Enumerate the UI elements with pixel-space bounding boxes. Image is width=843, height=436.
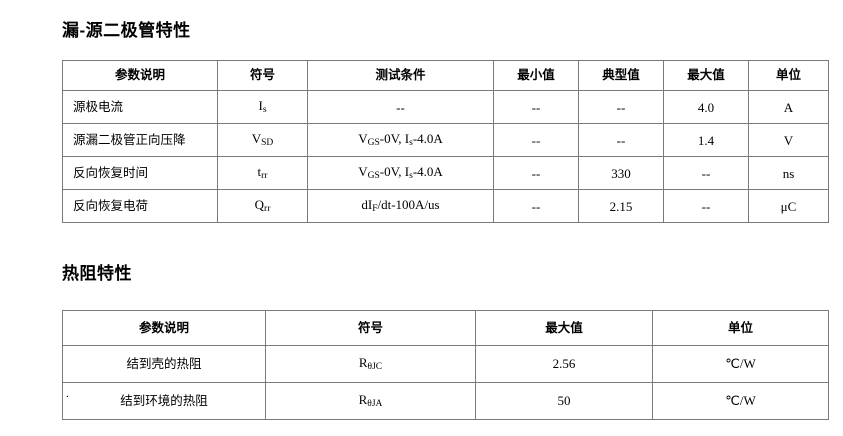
symbol-subscript: rr bbox=[264, 204, 271, 214]
cond-sub-2: s bbox=[409, 138, 413, 148]
table-header-row: 参数说明 符号 测试条件 最小值 典型值 最大值 单位 bbox=[62, 60, 829, 91]
table-header-row: 参数说明 符号 最大值 单位 bbox=[62, 310, 829, 346]
cond-part-1: V bbox=[358, 131, 368, 146]
cell-max: 4.0 bbox=[663, 90, 749, 124]
symbol-subscript: rr bbox=[261, 171, 268, 181]
col-header-max: 最大值 bbox=[663, 60, 749, 91]
table-row: 反向恢复时间 trr VGS-0V, Is-4.0A -- 330 -- ns bbox=[62, 156, 829, 190]
section-title-thermal: 热阻特性 bbox=[62, 264, 132, 283]
cell-typ: -- bbox=[578, 123, 664, 157]
cond-part-3: -4.0A bbox=[412, 131, 443, 146]
col-header-symbol: 符号 bbox=[265, 310, 476, 346]
cond-part-3: -4.0A bbox=[412, 164, 443, 179]
table-row: 结到壳的热阻 RθJC 2.56 ℃/W bbox=[62, 345, 829, 383]
col-header-condition: 测试条件 bbox=[307, 60, 494, 91]
col-header-param: 参数说明 bbox=[62, 310, 266, 346]
symbol-main: R bbox=[358, 355, 368, 370]
cell-typ: 2.15 bbox=[578, 189, 664, 223]
col-header-param: 参数说明 bbox=[62, 60, 218, 91]
cell-param: 反向恢复电荷 bbox=[62, 189, 218, 223]
cell-min: -- bbox=[493, 156, 579, 190]
cell-unit: μC bbox=[748, 189, 829, 223]
cell-symbol: VSD bbox=[217, 123, 308, 157]
cell-symbol: RθJC bbox=[265, 345, 476, 383]
col-header-typ: 典型值 bbox=[578, 60, 664, 91]
col-header-symbol: 符号 bbox=[217, 60, 308, 91]
col-header-min: 最小值 bbox=[493, 60, 579, 91]
cond-sub-1: GS bbox=[367, 171, 380, 181]
cell-min: -- bbox=[493, 90, 579, 124]
cell-min: -- bbox=[493, 189, 579, 223]
cell-max: 1.4 bbox=[663, 123, 749, 157]
cell-typ: -- bbox=[578, 90, 664, 124]
cell-max: -- bbox=[663, 156, 749, 190]
cell-symbol: Qrr bbox=[217, 189, 308, 223]
cond-part-2: /dt-100A/us bbox=[377, 197, 440, 212]
cond-part-2: -0V, I bbox=[379, 131, 410, 146]
cell-param: 源极电流 bbox=[62, 90, 218, 124]
cond-sub-1: F bbox=[372, 204, 378, 214]
symbol-subscript: θJC bbox=[367, 362, 383, 372]
cell-unit: ℃/W bbox=[652, 345, 829, 383]
cell-max: 50 bbox=[475, 382, 653, 420]
symbol-main: V bbox=[251, 131, 262, 146]
symbol-main: t bbox=[257, 164, 262, 179]
col-header-max: 最大值 bbox=[475, 310, 653, 346]
cell-typ: 330 bbox=[578, 156, 664, 190]
cond-part-2: -0V, I bbox=[379, 164, 410, 179]
cell-param: 反向恢复时间 bbox=[62, 156, 218, 190]
symbol-main: Q bbox=[254, 197, 265, 212]
cell-param: 结到环境的热阻 bbox=[62, 382, 266, 420]
cell-symbol: RθJA bbox=[265, 382, 476, 420]
cond-part-1: dI bbox=[361, 197, 373, 212]
cond-sub-2: s bbox=[409, 171, 413, 181]
cell-symbol: Is bbox=[217, 90, 308, 124]
cell-param: 结到壳的热阻 bbox=[62, 345, 266, 383]
cond-part-1: V bbox=[358, 164, 368, 179]
col-header-unit: 单位 bbox=[748, 60, 829, 91]
cell-condition: VGS-0V, Is-4.0A bbox=[307, 156, 494, 190]
table-row: 反向恢复电荷 Qrr dIF/dt-100A/us -- 2.15 -- μC bbox=[62, 189, 829, 223]
cond-sub-1: GS bbox=[367, 138, 380, 148]
section-title-diode: 漏-源二极管特性 bbox=[62, 21, 191, 40]
table-row: 源漏二极管正向压降 VSD VGS-0V, Is-4.0A -- -- 1.4 … bbox=[62, 123, 829, 157]
cell-max: -- bbox=[663, 189, 749, 223]
cell-condition: VGS-0V, Is-4.0A bbox=[307, 123, 494, 157]
col-header-unit: 单位 bbox=[652, 310, 829, 346]
cell-condition: -- bbox=[307, 90, 494, 124]
cell-max: 2.56 bbox=[475, 345, 653, 383]
diode-characteristics-table: 参数说明 符号 测试条件 最小值 典型值 最大值 单位 源极电流 Is -- -… bbox=[62, 60, 829, 223]
cell-unit: ns bbox=[748, 156, 829, 190]
symbol-subscript: s bbox=[262, 105, 267, 115]
cell-unit: V bbox=[748, 123, 829, 157]
symbol-main: I bbox=[258, 98, 263, 113]
cell-unit: ℃/W bbox=[652, 382, 829, 420]
thermal-characteristics-table: 参数说明 符号 最大值 单位 结到壳的热阻 RθJC 2.56 ℃/W 结到环境… bbox=[62, 310, 829, 420]
cell-min: -- bbox=[493, 123, 579, 157]
table-row: 源极电流 Is -- -- -- 4.0 A bbox=[62, 90, 829, 124]
cell-param: 源漏二极管正向压降 bbox=[62, 123, 218, 157]
table-row: 结到环境的热阻 RθJA 50 ℃/W bbox=[62, 382, 829, 420]
symbol-main: R bbox=[358, 392, 368, 407]
cell-condition: dIF/dt-100A/us bbox=[307, 189, 494, 223]
cell-symbol: trr bbox=[217, 156, 308, 190]
cell-unit: A bbox=[748, 90, 829, 124]
row-marker-dot: . bbox=[66, 388, 69, 400]
symbol-subscript: θJA bbox=[367, 399, 383, 409]
symbol-subscript: SD bbox=[261, 138, 274, 148]
